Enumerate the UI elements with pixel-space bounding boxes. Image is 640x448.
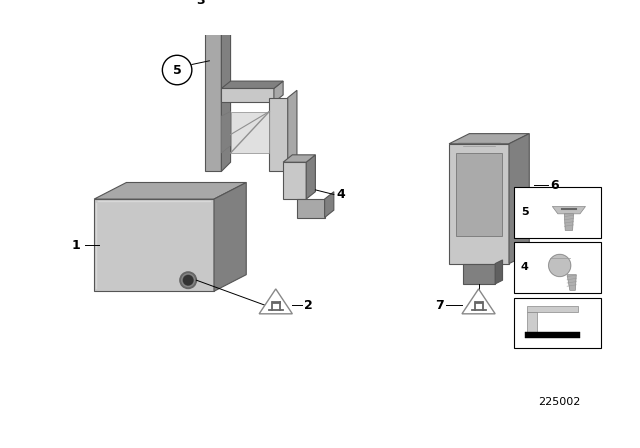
Text: 225002: 225002 [538,397,581,407]
Polygon shape [527,306,578,312]
Polygon shape [209,0,232,7]
Polygon shape [221,88,274,102]
Polygon shape [274,81,283,102]
Polygon shape [495,260,502,284]
Circle shape [163,55,192,85]
Polygon shape [221,24,230,172]
Text: 3: 3 [196,0,205,7]
Text: 2: 2 [305,299,313,312]
Polygon shape [94,182,246,199]
Polygon shape [283,162,306,199]
Text: 5: 5 [521,207,529,217]
Text: 1: 1 [72,239,80,252]
FancyBboxPatch shape [513,242,601,293]
Polygon shape [449,134,529,144]
Circle shape [184,276,193,285]
Polygon shape [259,289,292,314]
Text: 6: 6 [550,179,559,192]
Polygon shape [567,275,576,290]
Polygon shape [463,263,495,284]
Polygon shape [200,1,235,10]
FancyBboxPatch shape [513,298,601,349]
Polygon shape [306,155,316,199]
Text: 4: 4 [337,188,346,201]
Polygon shape [527,312,537,336]
Polygon shape [269,98,288,172]
Circle shape [180,272,196,289]
Polygon shape [552,207,586,214]
Polygon shape [449,144,509,263]
Polygon shape [221,112,230,153]
Polygon shape [564,214,573,230]
Polygon shape [462,289,495,314]
Polygon shape [509,134,529,263]
Polygon shape [525,332,580,338]
Polygon shape [283,155,316,162]
Text: 7: 7 [435,299,444,312]
Polygon shape [94,199,214,291]
Polygon shape [200,10,226,24]
Polygon shape [205,33,221,172]
Polygon shape [288,90,297,172]
Polygon shape [221,81,283,88]
FancyBboxPatch shape [513,187,601,238]
Polygon shape [324,192,334,218]
Polygon shape [456,153,502,236]
Polygon shape [214,182,246,291]
Polygon shape [226,1,235,24]
Polygon shape [297,199,324,218]
Text: 5: 5 [173,64,182,77]
Text: 4: 4 [521,263,529,272]
Polygon shape [205,24,230,33]
Polygon shape [230,112,269,153]
Circle shape [548,254,571,276]
